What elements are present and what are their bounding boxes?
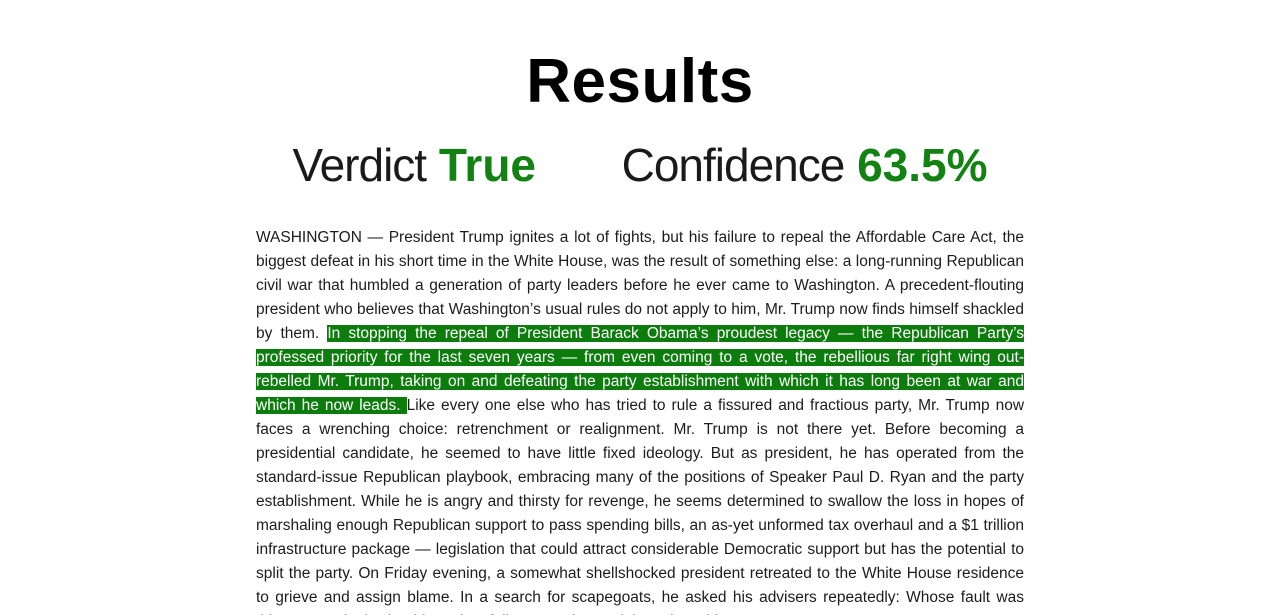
article-text-after: Like every one else who has tried to rul… (256, 397, 1025, 615)
page-title: Results (526, 47, 754, 116)
verdict-value: True (438, 139, 537, 191)
confidence-value: 63.5% (857, 139, 988, 191)
confidence-label: Confidence (621, 139, 846, 191)
verdict-label: Verdict (292, 139, 427, 191)
article-text-before: WASHINGTON — President Trump ignites a l… (256, 229, 1024, 342)
article-text: WASHINGTON — President Trump ignites a l… (256, 226, 1025, 615)
results-summary: Verdict True Confidence 63.5% (0, 136, 1280, 194)
